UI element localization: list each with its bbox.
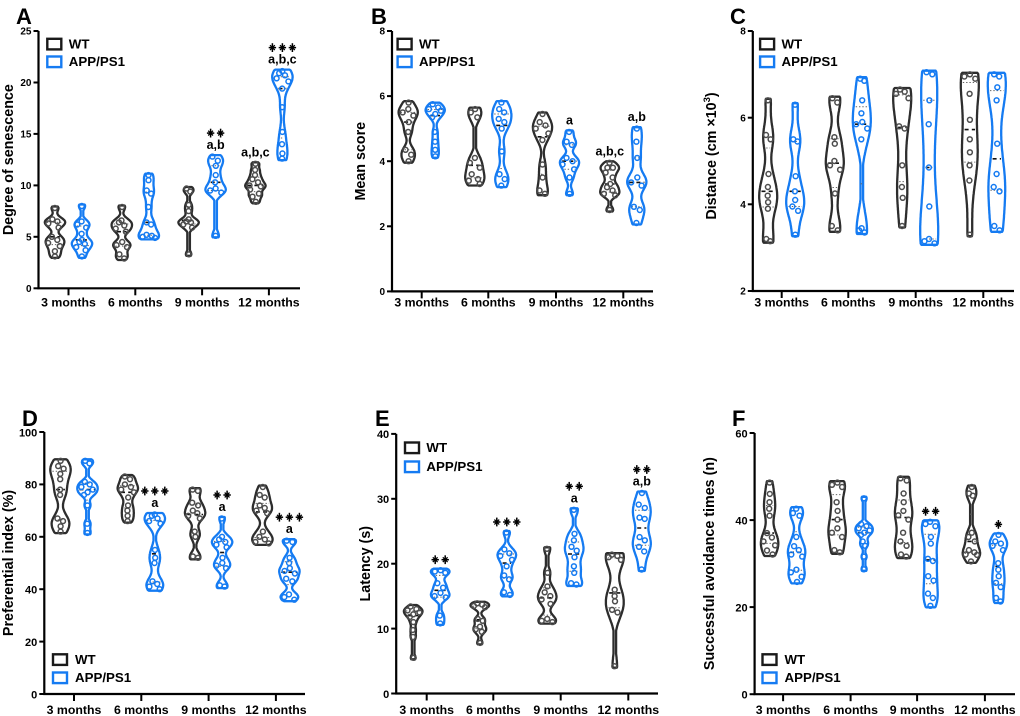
svg-text:F: F [732,406,745,431]
svg-text:12 months: 12 months [593,295,655,309]
svg-text:6: 6 [740,113,746,124]
svg-text:10: 10 [20,181,32,192]
svg-text:60: 60 [735,428,747,440]
svg-text:Successful avoidance times (n): Successful avoidance times (n) [702,457,718,670]
svg-text:3 months: 3 months [399,703,454,716]
svg-text:6 months: 6 months [466,703,521,716]
svg-text:a: a [286,522,294,536]
svg-text:100: 100 [19,427,37,439]
svg-text:9 months: 9 months [888,295,943,309]
svg-text:20: 20 [25,637,37,649]
svg-text:a,b: a,b [633,475,651,489]
svg-text:0: 0 [26,284,32,295]
svg-text:3 months: 3 months [754,295,809,309]
svg-text:6 months: 6 months [461,295,516,309]
svg-text:APP/PS1: APP/PS1 [69,54,126,69]
svg-text:a,b,c: a,b,c [596,144,625,158]
svg-text:12 months: 12 months [238,295,300,309]
svg-text:Distance (cm ×103): Distance (cm ×103) [702,92,720,220]
svg-text:10: 10 [377,624,389,636]
svg-text:a: a [219,500,227,514]
svg-text:9 months: 9 months [890,703,945,716]
svg-text:15: 15 [20,130,32,141]
svg-text:80: 80 [25,480,37,492]
svg-text:40: 40 [735,515,747,527]
svg-text:12 months: 12 months [598,703,660,716]
svg-text:20: 20 [735,602,747,614]
svg-text:Preferential index (%): Preferential index (%) [1,490,17,636]
svg-text:30: 30 [377,494,389,506]
svg-text:2: 2 [379,222,385,233]
svg-text:0: 0 [741,690,747,702]
svg-text:WT: WT [426,440,447,455]
svg-text:APP/PS1: APP/PS1 [426,459,483,474]
svg-text:8: 8 [379,27,385,38]
svg-text:3 months: 3 months [756,703,811,716]
svg-text:a,b,c: a,b,c [241,145,270,159]
svg-text:B: B [371,4,387,29]
svg-text:Mean score: Mean score [353,122,369,201]
svg-text:2: 2 [740,287,746,298]
svg-text:WT: WT [75,652,96,667]
svg-text:WT: WT [419,36,440,51]
svg-text:20: 20 [20,78,32,89]
svg-text:12 months: 12 months [953,295,1015,309]
svg-text:9 months: 9 months [175,295,230,309]
svg-text:4: 4 [740,200,746,211]
svg-text:4: 4 [379,157,385,168]
svg-text:40: 40 [377,429,389,441]
svg-text:60: 60 [25,532,37,544]
svg-text:3 months: 3 months [394,295,449,309]
svg-text:WT: WT [782,36,803,51]
svg-text:WT: WT [69,36,90,51]
svg-text:a,b: a,b [628,110,646,124]
svg-text:9 months: 9 months [533,703,588,716]
svg-text:6 months: 6 months [823,703,878,716]
svg-text:6 months: 6 months [821,295,876,309]
svg-text:9 months: 9 months [529,295,584,309]
svg-text:6 months: 6 months [114,703,169,716]
svg-text:0: 0 [31,689,37,701]
svg-text:a: a [571,491,579,505]
svg-text:3 months: 3 months [41,295,96,309]
svg-text:a,b: a,b [207,138,225,152]
svg-text:25: 25 [20,27,32,38]
svg-text:C: C [730,4,746,29]
svg-text:5: 5 [26,232,32,243]
svg-text:E: E [375,406,390,431]
svg-text:3 months: 3 months [47,703,102,716]
svg-text:12 months: 12 months [954,703,1016,716]
svg-text:40: 40 [25,585,37,597]
svg-text:9 months: 9 months [181,703,236,716]
svg-text:WT: WT [785,652,806,667]
svg-text:6 months: 6 months [108,295,163,309]
svg-text:0: 0 [383,689,389,701]
svg-text:0: 0 [379,287,385,298]
svg-text:a: a [151,496,159,510]
svg-text:APP/PS1: APP/PS1 [419,54,476,69]
svg-text:12 months: 12 months [245,703,307,716]
svg-text:APP/PS1: APP/PS1 [785,670,842,685]
svg-text:Latency (s): Latency (s) [358,526,374,602]
svg-text:A: A [16,4,32,29]
svg-text:APP/PS1: APP/PS1 [75,670,132,685]
svg-text:6: 6 [379,92,385,103]
svg-text:D: D [22,406,38,431]
svg-text:a,b,c: a,b,c [268,53,297,67]
svg-text:a: a [566,113,574,127]
svg-text:Degree of senescence: Degree of senescence [1,84,17,235]
svg-text:20: 20 [377,559,389,571]
svg-text:APP/PS1: APP/PS1 [782,54,839,69]
svg-text:8: 8 [740,27,746,38]
